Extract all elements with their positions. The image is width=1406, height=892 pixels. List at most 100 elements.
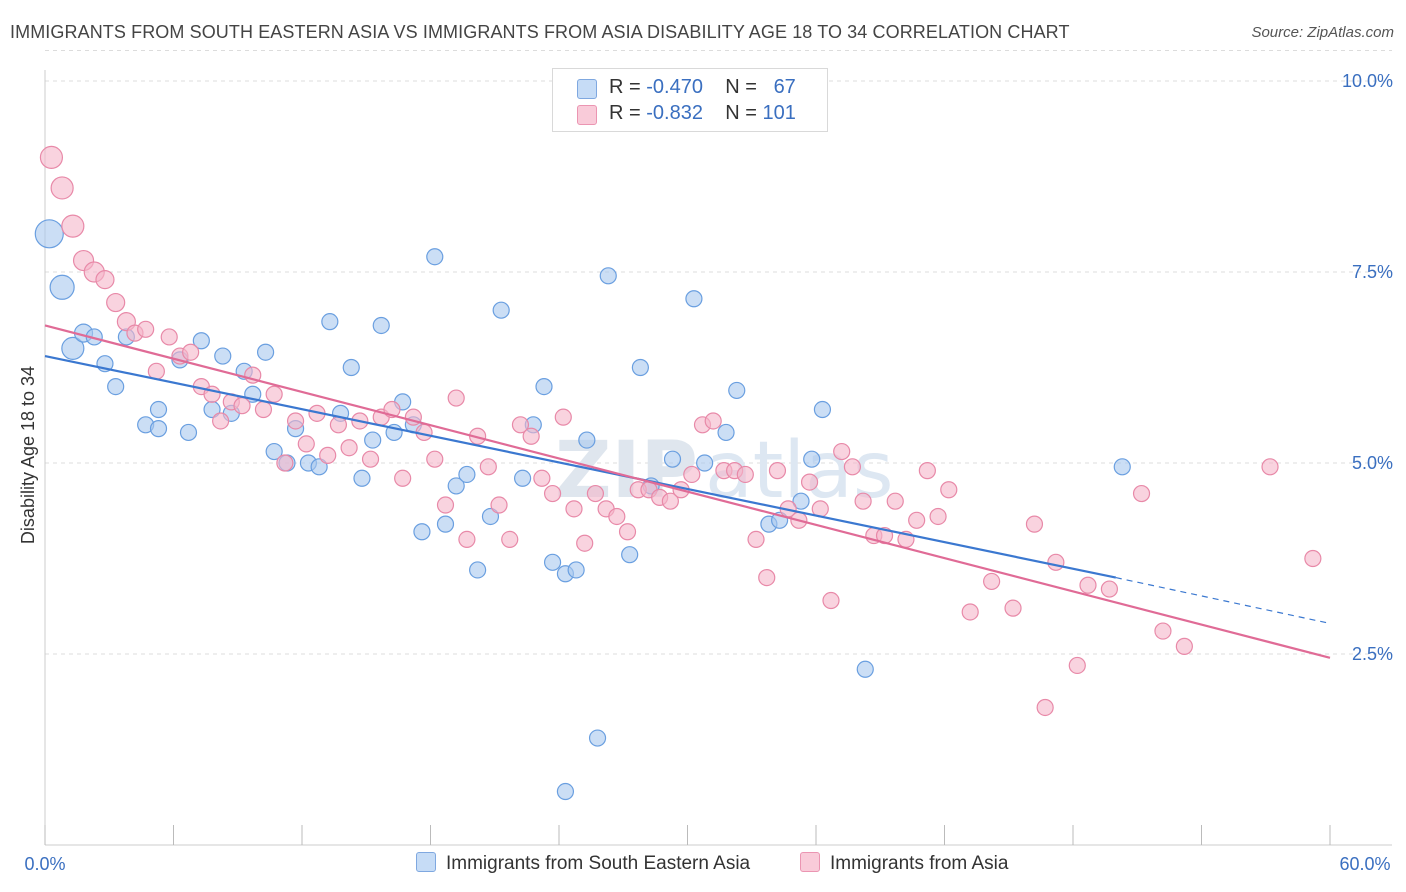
data-point — [340, 439, 358, 457]
trend-line-extension — [1115, 577, 1331, 625]
data-point — [578, 431, 596, 449]
data-point — [1113, 458, 1131, 476]
data-point — [61, 214, 85, 238]
data-point — [535, 378, 553, 396]
data-point — [394, 469, 412, 487]
data-point — [567, 561, 585, 579]
data-point — [436, 515, 455, 533]
data-point — [179, 423, 198, 442]
bottom-legend-southeast-asia: Immigrants from South Eastern Asia — [416, 852, 750, 875]
data-point — [800, 473, 819, 491]
data-point — [276, 454, 294, 472]
data-point — [413, 523, 431, 541]
legend-n-value: 101 — [762, 102, 796, 124]
bottom-legend-asia: Immigrants from Asia — [800, 852, 1008, 875]
data-point — [447, 389, 465, 407]
data-point — [822, 591, 840, 610]
legend-r-value: -0.470 — [646, 76, 703, 98]
legend-r-value: -0.832 — [646, 102, 703, 124]
series-asia-points — [39, 145, 1322, 717]
data-point — [940, 481, 958, 499]
data-point — [192, 332, 210, 350]
y-tick-label: 5.0% — [1352, 453, 1393, 473]
data-point — [856, 660, 874, 678]
data-point — [588, 729, 607, 747]
legend-swatch-southeast-asia — [577, 79, 597, 99]
data-point — [1154, 622, 1172, 640]
data-point — [479, 458, 497, 476]
data-point — [554, 408, 572, 426]
data-point — [310, 458, 328, 476]
data-point — [556, 782, 575, 801]
data-point — [886, 492, 904, 510]
chart-title: IMMIGRANTS FROM SOUTH EASTERN ASIA VS IM… — [10, 22, 1070, 42]
grid-lines — [45, 49, 1392, 655]
trend-line — [44, 324, 1331, 659]
trend-line — [44, 354, 1117, 579]
data-point — [212, 412, 230, 430]
data-point — [256, 343, 275, 361]
y-tick-label: 2.5% — [1352, 644, 1393, 664]
axes — [44, 70, 1392, 846]
data-point — [576, 534, 594, 552]
data-point — [758, 568, 776, 587]
data-point — [447, 477, 465, 495]
data-point — [1175, 637, 1193, 655]
data-point — [182, 343, 200, 361]
data-point — [61, 336, 85, 360]
data-point — [1261, 458, 1279, 476]
data-point — [39, 145, 64, 169]
x-tick-label: 0.0% — [24, 854, 65, 874]
data-point — [908, 511, 926, 529]
data-point — [34, 219, 64, 249]
bottom-legend-swatch — [800, 852, 820, 872]
data-point — [565, 500, 583, 518]
data-point — [50, 176, 74, 200]
data-point — [586, 484, 605, 503]
data-point — [854, 492, 872, 510]
data-point — [1100, 580, 1119, 598]
data-point — [372, 316, 390, 335]
data-point — [792, 492, 810, 510]
data-point — [329, 416, 348, 434]
axis-ticks: 0.0% 60.0% 2.5% 5.0% 7.5% 10.0% — [24, 71, 1393, 874]
data-point — [522, 427, 540, 445]
source-label: Source: ZipAtlas.com — [1251, 24, 1394, 41]
data-point — [95, 270, 115, 290]
data-point — [426, 450, 444, 468]
data-point — [149, 420, 168, 438]
data-point — [599, 267, 617, 285]
data-point — [929, 507, 947, 526]
data-point — [501, 530, 519, 549]
data-point — [319, 446, 337, 464]
data-point — [631, 358, 649, 377]
x-tick-label: 60.0% — [1339, 854, 1390, 874]
y-tick-label: 10.0% — [1342, 71, 1393, 91]
data-point — [1047, 553, 1065, 571]
data-point — [685, 290, 703, 308]
data-point — [106, 292, 126, 313]
data-point — [961, 603, 979, 621]
data-point — [160, 328, 178, 346]
data-point — [458, 465, 476, 484]
data-point — [149, 400, 168, 419]
data-point — [426, 248, 444, 266]
data-point — [265, 442, 283, 461]
data-point — [286, 412, 305, 430]
data-point — [661, 492, 679, 510]
legend: R = -0.470 N = 67 R = -0.832 N = 101 — [552, 68, 828, 132]
data-point — [683, 465, 701, 484]
data-point — [254, 400, 273, 419]
data-point — [137, 320, 155, 338]
y-tick-label: 7.5% — [1352, 262, 1393, 282]
data-point — [608, 507, 626, 526]
data-point — [728, 381, 746, 400]
data-point — [364, 431, 382, 449]
data-point — [481, 507, 500, 526]
data-point — [321, 313, 339, 331]
data-point — [696, 454, 714, 472]
data-point — [436, 496, 455, 514]
data-point — [533, 469, 551, 487]
data-point — [768, 462, 787, 480]
